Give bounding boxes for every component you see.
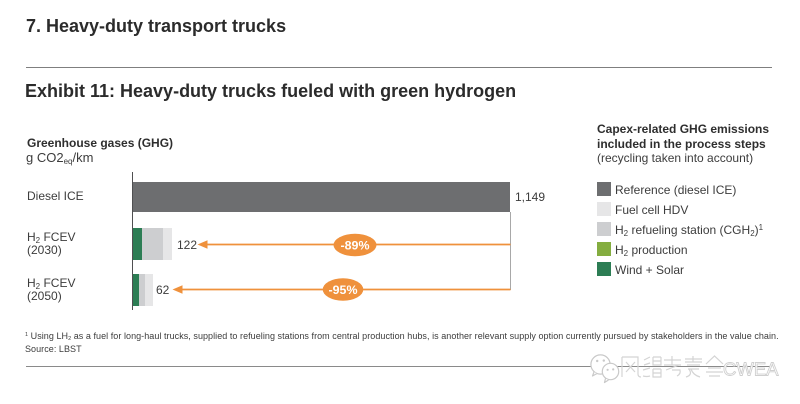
svg-text:-89%: -89%	[341, 238, 370, 252]
svg-text:-95%: -95%	[329, 283, 358, 297]
svg-text:CWEA: CWEA	[723, 359, 779, 380]
